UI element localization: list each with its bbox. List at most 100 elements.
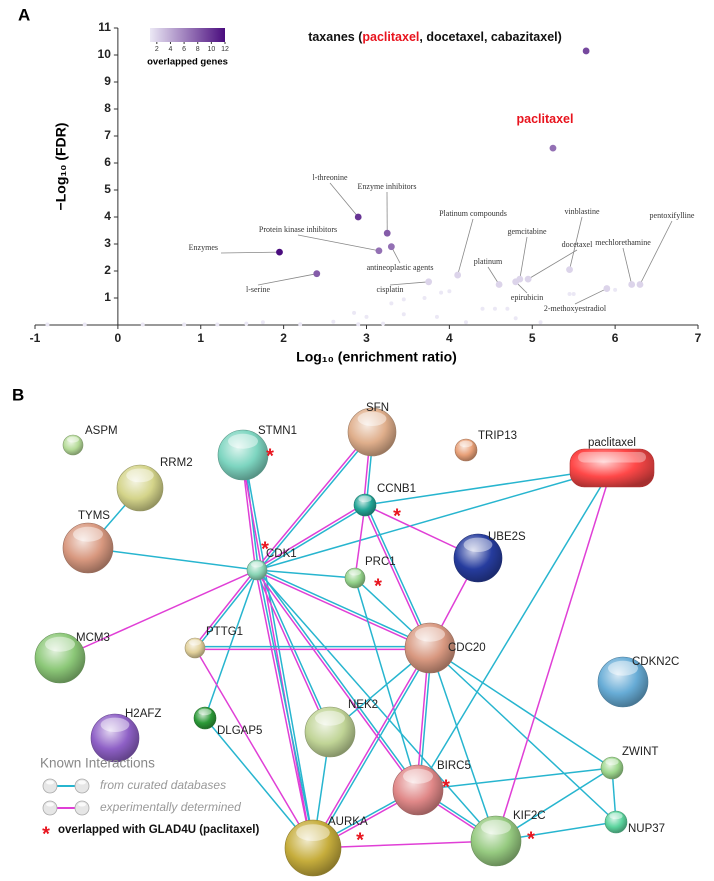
node-gloss bbox=[349, 569, 361, 576]
node-label: CDKN2C bbox=[632, 656, 679, 668]
point-label: pentoxifylline bbox=[650, 211, 695, 220]
node bbox=[34, 632, 86, 684]
point-label: cisplatin bbox=[376, 285, 403, 294]
node bbox=[470, 815, 522, 867]
node-label: NUP37 bbox=[628, 823, 665, 835]
point bbox=[495, 281, 503, 288]
edge bbox=[195, 570, 259, 650]
edge bbox=[417, 467, 613, 791]
y-tick-label: 3 bbox=[104, 236, 111, 250]
node bbox=[62, 434, 84, 456]
overlap-star: * bbox=[442, 776, 450, 798]
node bbox=[353, 493, 377, 517]
edge bbox=[257, 569, 332, 732]
colorbar-tick-label: 10 bbox=[207, 46, 215, 53]
point bbox=[463, 320, 468, 325]
node-label: PRC1 bbox=[365, 556, 396, 568]
edge bbox=[429, 647, 617, 823]
point bbox=[352, 310, 357, 315]
edge bbox=[240, 455, 313, 849]
node-label: ZWINT bbox=[622, 746, 658, 758]
edge bbox=[312, 840, 497, 849]
point-label: l-serine bbox=[246, 285, 270, 294]
edge bbox=[59, 569, 258, 659]
edge bbox=[257, 568, 431, 648]
node-label: ASPM bbox=[85, 425, 118, 437]
leader-line bbox=[457, 218, 474, 276]
edge bbox=[256, 467, 613, 571]
point-label: antineoplastic agents bbox=[367, 263, 434, 272]
point bbox=[505, 306, 510, 311]
node-label: DLGAP5 bbox=[217, 725, 262, 737]
point bbox=[480, 306, 485, 311]
y-tick-label: 8 bbox=[104, 101, 111, 115]
node bbox=[246, 559, 268, 581]
y-tick-label: 11 bbox=[98, 20, 111, 34]
point-label: Platinum compounds bbox=[439, 209, 507, 218]
node-gloss bbox=[358, 495, 372, 503]
node-label: STMN1 bbox=[258, 425, 297, 437]
label-part: paclitaxel bbox=[362, 30, 419, 44]
colorbar bbox=[150, 28, 225, 42]
point bbox=[215, 322, 220, 327]
node-gloss bbox=[189, 639, 201, 646]
point-label: paclitaxel bbox=[517, 112, 574, 126]
point bbox=[439, 290, 444, 295]
node bbox=[116, 464, 164, 512]
point bbox=[356, 322, 361, 327]
node-label: paclitaxel bbox=[588, 437, 636, 449]
edge bbox=[255, 430, 372, 570]
overlap-star: * bbox=[261, 538, 269, 560]
node-gloss bbox=[459, 440, 473, 448]
edge bbox=[311, 646, 430, 848]
node-label: RRM2 bbox=[160, 457, 193, 469]
legend-gloss bbox=[78, 780, 86, 785]
label-part: taxanes ( bbox=[308, 30, 363, 44]
y-tick-label: 5 bbox=[104, 182, 111, 196]
edge bbox=[87, 547, 258, 571]
point bbox=[571, 291, 576, 296]
point-label: vinblastine bbox=[564, 207, 600, 216]
node-label: H2AFZ bbox=[125, 708, 161, 720]
node bbox=[184, 637, 206, 659]
node bbox=[347, 407, 397, 457]
point bbox=[82, 322, 87, 327]
x-tick-label: 3 bbox=[363, 331, 370, 345]
node-label: BIRC5 bbox=[437, 760, 471, 772]
point bbox=[140, 322, 145, 327]
node-label: CDC20 bbox=[448, 642, 486, 654]
point bbox=[425, 278, 433, 286]
edge bbox=[194, 647, 314, 849]
node bbox=[604, 810, 628, 834]
y-tick-label: 9 bbox=[104, 74, 111, 88]
node bbox=[569, 448, 655, 488]
node-gloss bbox=[100, 717, 130, 732]
label-part: , docetaxel, cabazitaxel) bbox=[419, 30, 561, 44]
point bbox=[582, 47, 590, 55]
point-label: docetaxel bbox=[562, 240, 593, 249]
colorbar-tick-label: 6 bbox=[182, 46, 186, 53]
point bbox=[313, 270, 321, 278]
x-tick-label: 7 bbox=[695, 331, 702, 345]
node-gloss bbox=[578, 452, 646, 463]
edge bbox=[257, 505, 367, 572]
label-part: paclitaxel bbox=[517, 112, 574, 126]
node bbox=[193, 706, 217, 730]
node-label: UBE2S bbox=[488, 531, 526, 543]
node-label: AURKA bbox=[328, 816, 368, 828]
node bbox=[453, 533, 503, 583]
point-label: mechlorethamine bbox=[595, 238, 651, 247]
overlap-star: * bbox=[393, 505, 401, 527]
y-tick-label: 10 bbox=[98, 47, 112, 61]
leader-line bbox=[220, 251, 280, 254]
leader-line bbox=[257, 273, 317, 286]
overlap-star: * bbox=[266, 445, 274, 467]
point bbox=[524, 275, 532, 283]
y-tick-label: 1 bbox=[104, 290, 111, 304]
edge bbox=[429, 647, 613, 769]
leader-line bbox=[639, 220, 673, 285]
node-gloss bbox=[315, 710, 345, 726]
colorbar-tick-label: 8 bbox=[196, 46, 200, 53]
point bbox=[603, 285, 611, 292]
